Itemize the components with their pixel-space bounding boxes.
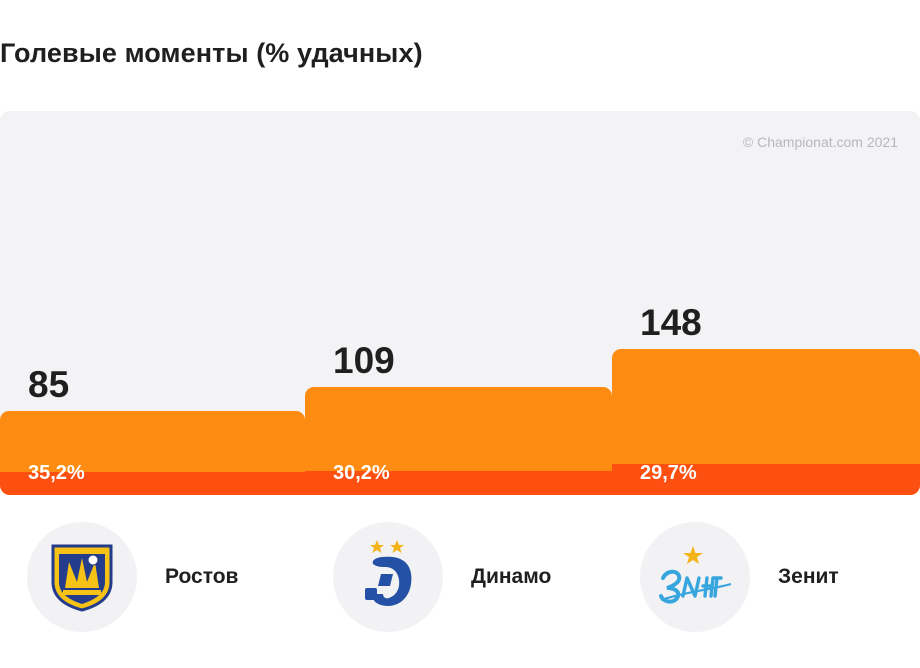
- team-zenit[interactable]: Зенит: [640, 520, 839, 634]
- team-name-rostov: Ростов: [165, 565, 239, 588]
- zenit-logo-icon: [640, 522, 750, 632]
- chart-panel: © Championat.com 2021 35,2% 30,2% 29,7% …: [0, 111, 920, 495]
- bar-dinamo: 30,2%: [305, 387, 612, 495]
- bar-success-rostov: [0, 472, 305, 495]
- team-rostov[interactable]: Ростов: [27, 520, 238, 634]
- percent-label-dinamo: 30,2%: [333, 461, 390, 484]
- team-legend: Ростов Динамо Зенит: [0, 520, 920, 640]
- value-label-dinamo: 109: [333, 340, 395, 382]
- bar-rostov: 35,2%: [0, 411, 305, 495]
- team-name-zenit: Зенит: [778, 565, 839, 588]
- percent-label-zenit: 29,7%: [640, 461, 697, 484]
- bar-zenit: 29,7%: [612, 348, 920, 495]
- team-dinamo[interactable]: Динамо: [333, 520, 551, 634]
- bar-success-zenit: [612, 463, 920, 495]
- percent-label-rostov: 35,2%: [28, 461, 85, 484]
- bar-success-dinamo: [305, 470, 612, 495]
- value-label-rostov: 85: [28, 364, 70, 406]
- copyright-text: © Championat.com 2021: [742, 134, 898, 150]
- value-label-zenit: 148: [640, 301, 702, 343]
- fc-rostov-crest-icon: [27, 522, 137, 632]
- dynamo-moscow-logo-icon: [333, 522, 443, 632]
- chart-title: Голевые моменты (% удачных): [0, 38, 423, 68]
- team-name-dinamo: Динамо: [471, 565, 552, 588]
